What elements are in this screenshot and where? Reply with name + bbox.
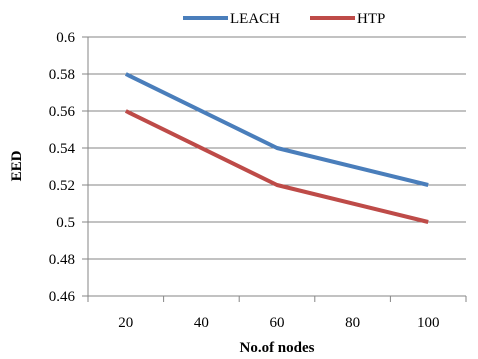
x-tick-label: 20 xyxy=(118,315,133,331)
y-axis-title: EED xyxy=(9,150,25,181)
legend-label-htp: HTP xyxy=(357,11,385,27)
x-ticks: 20 40 60 80 100 xyxy=(87,296,467,331)
y-tick-label: 0.58 xyxy=(49,67,75,83)
x-tick-label: 60 xyxy=(270,315,285,331)
x-axis-title: No.of nodes xyxy=(239,340,314,356)
y-tick-label: 0.5 xyxy=(56,215,75,231)
series-lines xyxy=(124,72,429,224)
y-tick-label: 0.54 xyxy=(49,141,76,157)
y-ticks: 0.46 0.48 0.5 0.52 0.54 0.56 0.58 0.6 xyxy=(49,30,88,305)
x-tick-label: 40 xyxy=(194,315,209,331)
y-tick-label: 0.46 xyxy=(49,289,76,305)
legend-label-leach: LEACH xyxy=(230,11,280,27)
x-tick-label: 80 xyxy=(345,315,360,331)
legend: LEACH HTP xyxy=(183,11,385,27)
series-line-leach xyxy=(124,72,429,187)
y-tick-label: 0.56 xyxy=(49,104,76,120)
x-tick-label: 100 xyxy=(417,315,440,331)
y-tick-label: 0.6 xyxy=(56,30,75,46)
series-line-htp xyxy=(124,109,429,224)
y-tick-label: 0.48 xyxy=(49,252,75,268)
y-tick-label: 0.52 xyxy=(49,178,75,194)
